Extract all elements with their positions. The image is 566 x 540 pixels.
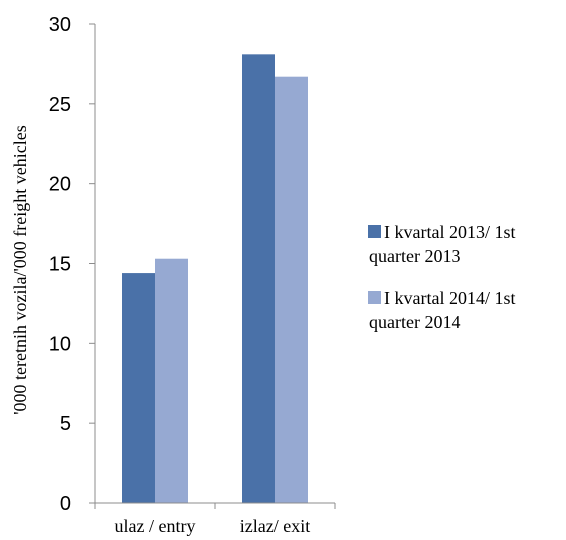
legend-label: I kvartal 2013/ 1st — [384, 222, 515, 242]
x-axis: ulaz / entry izlaz/ exit — [94, 502, 336, 536]
y-axis: 0 5 10 15 20 25 30 — [49, 14, 96, 515]
y-tick-label: 5 — [60, 413, 71, 435]
bar-1-1 — [122, 273, 155, 503]
x-category-label: izlaz/ exit — [240, 516, 310, 536]
x-category-label: ulaz / entry — [115, 516, 196, 536]
legend: I kvartal 2013/ 1st quarter 2013 I kvartal… — [368, 222, 515, 332]
y-tick-label: 25 — [49, 94, 71, 116]
y-tick-label: 30 — [49, 14, 71, 36]
bar-1-2 — [242, 54, 275, 503]
legend-label: I kvartal 2014/ 1st — [384, 288, 515, 308]
bar-2-1 — [155, 258, 188, 503]
y-tick-label: 10 — [49, 333, 71, 355]
y-tick-label: 15 — [49, 254, 71, 276]
bars — [122, 54, 308, 503]
legend-swatch-1 — [368, 225, 381, 238]
legend-label: quarter 2013 — [369, 246, 460, 266]
y-tick-label: 0 — [60, 493, 71, 515]
y-tick-label: 20 — [49, 174, 71, 196]
bar-2-2 — [275, 76, 308, 503]
y-axis-title: '000 teretnih vozila/'000 freight vehicl… — [10, 125, 30, 414]
legend-swatch-2 — [368, 291, 381, 304]
legend-label: quarter 2014 — [369, 312, 460, 332]
